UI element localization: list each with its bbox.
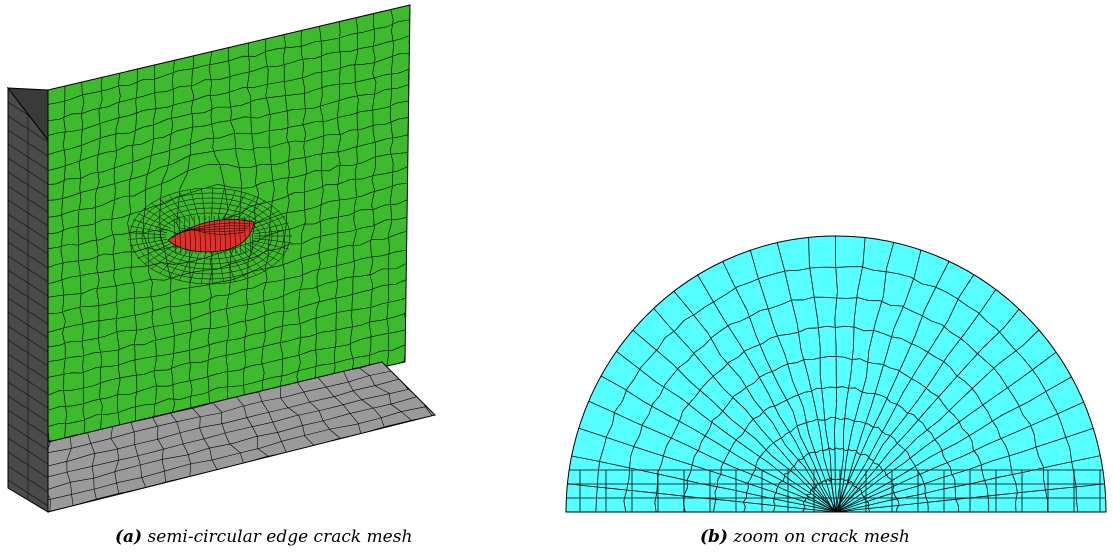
caption-b: (b) zoom on crack mesh xyxy=(700,527,910,547)
semicircle-mesh-drawing xyxy=(565,235,1107,513)
caption-a: (a) semi-circular edge crack mesh xyxy=(115,527,412,547)
crack-mesh-lines xyxy=(170,215,253,255)
caption-a-text: semi-circular edge crack mesh xyxy=(147,527,413,547)
plate-mesh-drawing xyxy=(6,4,436,513)
plate-bottom-face xyxy=(47,361,436,513)
crack-refinement-mesh xyxy=(128,187,292,285)
caption-a-label: (a) xyxy=(115,527,143,547)
caption-b-text: zoom on crack mesh xyxy=(733,527,910,547)
caption-b-label: (b) xyxy=(700,527,728,547)
crack-mesh-3d-view xyxy=(0,0,470,520)
semicircle-mesh-lines xyxy=(566,236,1106,512)
plate-top-edge xyxy=(6,87,49,142)
crack-region xyxy=(167,219,255,253)
crack-mesh-zoom-view xyxy=(560,230,1113,520)
